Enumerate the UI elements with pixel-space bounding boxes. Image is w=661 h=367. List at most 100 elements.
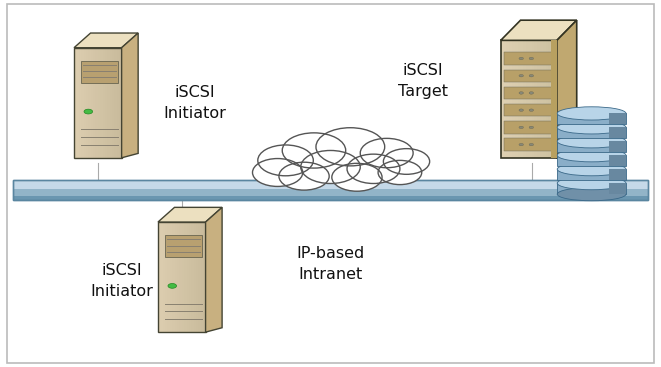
Circle shape	[529, 92, 533, 94]
Circle shape	[360, 138, 413, 168]
Bar	[504, 121, 554, 134]
Polygon shape	[609, 141, 626, 152]
Bar	[167, 222, 171, 332]
Bar	[201, 222, 204, 332]
Bar	[504, 87, 554, 99]
Bar	[13, 180, 648, 200]
Bar	[13, 196, 648, 200]
Bar	[86, 48, 89, 158]
Bar	[93, 48, 96, 158]
Bar	[13, 180, 648, 189]
Bar	[179, 222, 182, 332]
Bar	[557, 113, 626, 124]
Bar	[191, 222, 194, 332]
Circle shape	[301, 150, 360, 184]
Bar	[501, 40, 504, 158]
Bar	[13, 189, 648, 196]
Bar	[509, 40, 513, 158]
Bar	[531, 40, 535, 158]
Bar	[504, 138, 554, 151]
Circle shape	[519, 126, 524, 129]
Bar	[110, 48, 113, 158]
Bar	[13, 189, 648, 196]
Bar	[177, 222, 180, 332]
Ellipse shape	[557, 163, 626, 176]
Text: iSCSI
Target: iSCSI Target	[398, 63, 448, 99]
Bar	[512, 40, 516, 158]
Bar	[161, 222, 163, 332]
Bar	[77, 48, 79, 158]
Bar	[535, 40, 538, 158]
Polygon shape	[609, 169, 626, 180]
Polygon shape	[122, 33, 138, 158]
Bar	[557, 169, 626, 180]
Bar	[194, 222, 197, 332]
Bar	[186, 222, 190, 332]
Circle shape	[519, 109, 524, 112]
Circle shape	[519, 57, 524, 60]
Polygon shape	[206, 207, 222, 332]
Ellipse shape	[557, 107, 626, 120]
Bar	[182, 222, 185, 332]
Bar	[81, 61, 118, 83]
Circle shape	[529, 126, 533, 129]
Text: iSCSI
Initiator: iSCSI Initiator	[163, 85, 227, 121]
Circle shape	[378, 160, 422, 185]
Bar	[546, 40, 549, 158]
Bar	[165, 222, 168, 332]
Ellipse shape	[557, 149, 626, 162]
Bar	[524, 40, 527, 158]
Bar	[95, 48, 98, 158]
Text: IP-based
Intranet: IP-based Intranet	[296, 246, 365, 282]
Bar	[557, 141, 626, 152]
Bar	[529, 40, 532, 158]
Circle shape	[84, 109, 93, 114]
Bar	[158, 222, 161, 332]
Bar	[504, 70, 554, 82]
Circle shape	[253, 159, 303, 186]
Bar	[102, 48, 106, 158]
Polygon shape	[557, 20, 577, 158]
Bar	[551, 40, 557, 158]
Bar	[170, 222, 173, 332]
Bar	[184, 222, 187, 332]
Circle shape	[529, 109, 533, 112]
Polygon shape	[609, 155, 626, 166]
Bar	[504, 104, 554, 116]
Bar	[74, 48, 122, 158]
Bar	[526, 40, 529, 158]
Bar	[83, 48, 87, 158]
Bar	[203, 222, 206, 332]
Circle shape	[529, 57, 533, 60]
Circle shape	[519, 75, 524, 77]
Bar	[504, 52, 554, 65]
Circle shape	[316, 128, 385, 166]
Bar	[549, 40, 552, 158]
Polygon shape	[609, 113, 626, 124]
Bar	[189, 222, 192, 332]
Circle shape	[529, 143, 533, 146]
Ellipse shape	[557, 135, 626, 148]
Circle shape	[282, 133, 346, 168]
Bar	[117, 48, 120, 158]
Ellipse shape	[557, 177, 626, 190]
Bar	[198, 222, 202, 332]
Bar	[557, 183, 626, 194]
Bar	[520, 40, 524, 158]
Bar	[506, 40, 510, 158]
Bar	[173, 222, 175, 332]
Bar	[175, 222, 178, 332]
Bar	[79, 48, 82, 158]
Bar	[537, 40, 541, 158]
Bar	[13, 180, 648, 189]
Bar	[114, 48, 118, 158]
Circle shape	[279, 162, 329, 190]
Bar	[100, 48, 103, 158]
Polygon shape	[609, 127, 626, 138]
Circle shape	[258, 145, 313, 176]
Bar	[557, 155, 626, 166]
Bar	[165, 235, 202, 257]
Bar	[89, 48, 91, 158]
Bar	[504, 40, 507, 158]
Ellipse shape	[557, 188, 626, 201]
